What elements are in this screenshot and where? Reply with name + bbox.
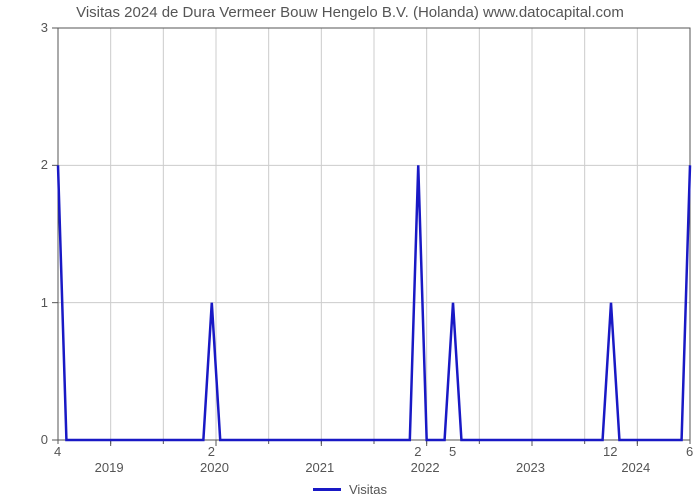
point-value-label: 12: [603, 444, 617, 459]
legend-swatch: [313, 488, 341, 491]
point-value-label: 5: [449, 444, 456, 459]
point-value-label: 4: [54, 444, 61, 459]
point-value-label: 6: [686, 444, 693, 459]
x-tick-label: 2021: [305, 460, 334, 475]
chart-plot: [0, 0, 700, 500]
x-tick-label: 2020: [200, 460, 229, 475]
point-value-label: 2: [414, 444, 421, 459]
legend: Visitas: [0, 482, 700, 497]
x-tick-label: 2022: [411, 460, 440, 475]
point-value-label: 2: [208, 444, 215, 459]
x-tick-label: 2024: [621, 460, 650, 475]
x-tick-label: 2019: [95, 460, 124, 475]
y-tick-label: 1: [41, 295, 48, 310]
x-tick-label: 2023: [516, 460, 545, 475]
legend-label: Visitas: [349, 482, 387, 497]
y-tick-label: 3: [41, 20, 48, 35]
y-tick-label: 2: [41, 157, 48, 172]
y-tick-label: 0: [41, 432, 48, 447]
